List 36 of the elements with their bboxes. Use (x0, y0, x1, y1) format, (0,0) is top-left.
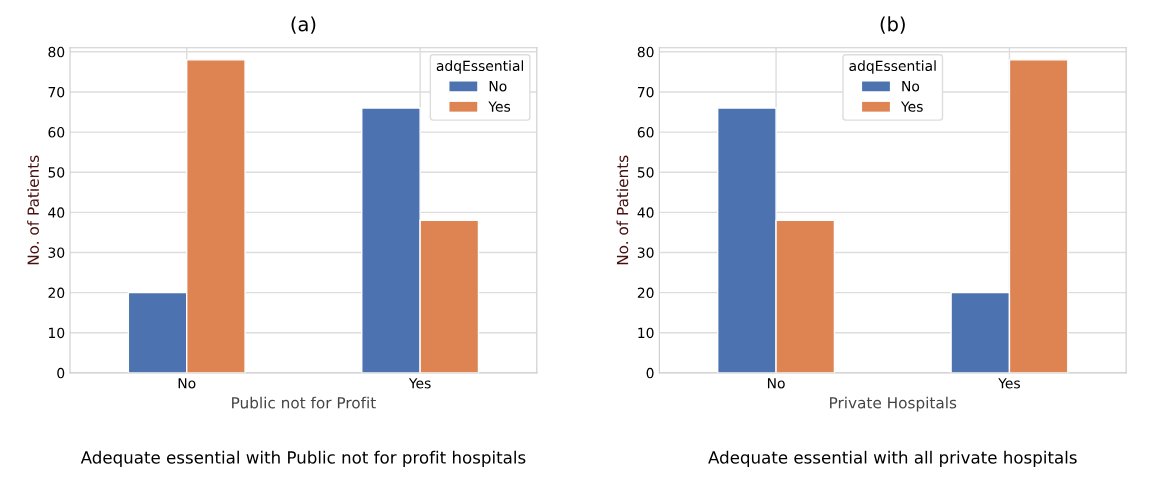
chart-title: (b) (880, 16, 905, 34)
y-axis-title: No. of Patients (27, 155, 39, 265)
y-tick-label: 0 (646, 367, 654, 379)
legend-label: Yes (900, 101, 923, 112)
legend-label: No (489, 81, 507, 92)
y-tick-label: 20 (48, 287, 65, 299)
y-tick-label: 0 (57, 367, 65, 379)
legend-label: Yes (488, 101, 511, 112)
x-axis-title: Public not for Profit (232, 396, 376, 409)
y-tick-label: 80 (637, 46, 654, 58)
y-tick-label: 30 (48, 247, 65, 258)
y-tick-label: 50 (48, 167, 65, 178)
y-tick-label: 40 (637, 207, 654, 218)
y-tick-label: 10 (49, 327, 65, 339)
y-tick-label: 50 (637, 167, 654, 178)
x-tick-label: Yes (408, 378, 431, 389)
y-tick-label: 70 (637, 86, 654, 98)
legend-title: adqEssential (436, 60, 524, 74)
y-tick-label: 80 (48, 46, 65, 58)
text: Adequate essential with all private hospitals (708, 450, 1077, 467)
y-tick-label: 70 (48, 86, 65, 98)
y-tick-label: 10 (638, 327, 654, 339)
y-tick-label: 40 (48, 207, 65, 218)
legend-title: adqEssential (849, 60, 936, 74)
x-tick-label: No (178, 378, 196, 389)
y-tick-label: 20 (637, 287, 654, 299)
legend-label: No (902, 81, 920, 92)
text: Adequate essential with Public not for profit hospitals (80, 450, 526, 467)
x-axis-title: Private Hospitals (830, 396, 957, 412)
y-axis-title: No. of Patients (616, 155, 629, 265)
chart-title: (a) (291, 16, 316, 34)
y-tick-label: 30 (637, 247, 654, 258)
y-tick-label: 60 (48, 127, 65, 138)
x-tick-label: No (767, 378, 785, 389)
x-tick-label: Yes (998, 378, 1020, 389)
y-tick-label: 60 (637, 127, 654, 138)
